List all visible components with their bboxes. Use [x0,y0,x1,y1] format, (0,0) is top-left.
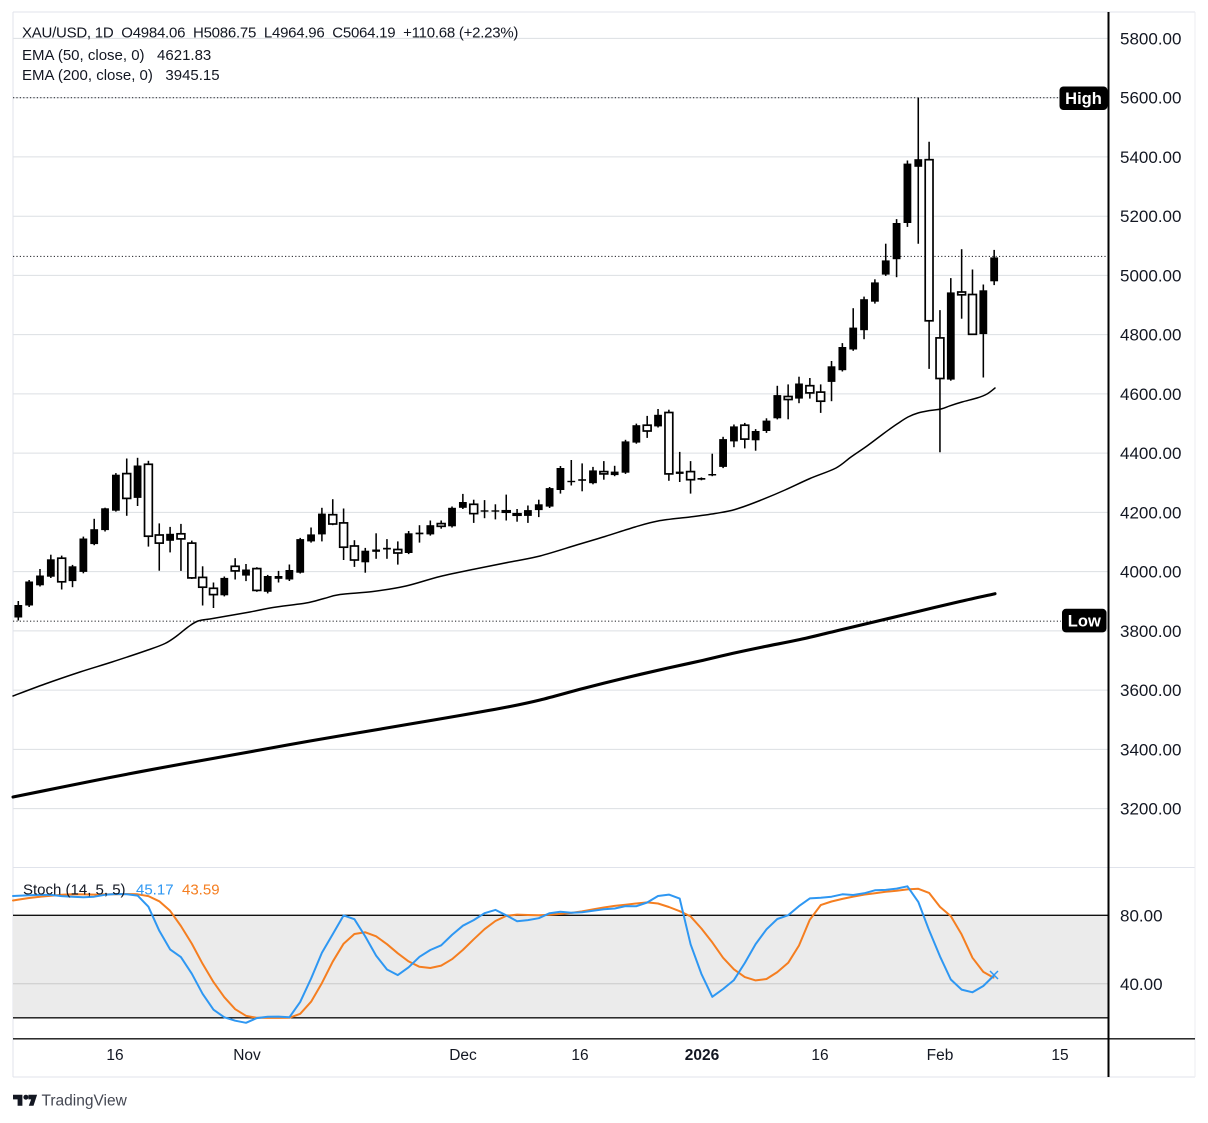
svg-text:16: 16 [106,1047,123,1064]
svg-text:2026: 2026 [685,1047,720,1064]
svg-text:45.17: 45.17 [136,882,174,899]
svg-text:5200.00: 5200.00 [1120,207,1181,226]
svg-text:3200.00: 3200.00 [1120,800,1181,819]
svg-text:Feb: Feb [927,1047,954,1064]
svg-text:Dec: Dec [449,1047,477,1064]
svg-text:High: High [1065,90,1102,108]
svg-text:40.00: 40.00 [1120,975,1163,994]
svg-text:Nov: Nov [233,1047,261,1064]
svg-text:5800.00: 5800.00 [1120,29,1181,48]
svg-text:43.59: 43.59 [182,882,220,899]
svg-text:4800.00: 4800.00 [1120,326,1181,345]
svg-text:XAU/USD, 1D O4984.06 H5086.7: XAU/USD, 1D O4984.06 H5086.75 L4964.96 C… [22,25,518,42]
svg-text:3600.00: 3600.00 [1120,681,1181,700]
svg-text:5000.00: 5000.00 [1120,266,1181,285]
svg-text:3400.00: 3400.00 [1120,740,1181,759]
svg-text:4200.00: 4200.00 [1120,503,1181,522]
svg-text:Stoch (14, 5, 5): Stoch (14, 5, 5) [23,882,126,899]
svg-text:4000.00: 4000.00 [1120,563,1181,582]
svg-text:Low: Low [1068,613,1101,631]
svg-text:80.00: 80.00 [1120,906,1163,925]
svg-text:16: 16 [811,1047,828,1064]
svg-text:5400.00: 5400.00 [1120,148,1181,167]
svg-text:TradingView: TradingView [42,1093,128,1110]
svg-text:5600.00: 5600.00 [1120,89,1181,108]
svg-text:4600.00: 4600.00 [1120,385,1181,404]
svg-text:EMA (200, close, 0) 3945.15: EMA (200, close, 0) 3945.15 [22,67,220,84]
svg-text:3800.00: 3800.00 [1120,622,1181,641]
svg-text:16: 16 [571,1047,588,1064]
svg-text:EMA (50, close, 0) 4621.83: EMA (50, close, 0) 4621.83 [22,47,211,64]
svg-text:4400.00: 4400.00 [1120,444,1181,463]
svg-text:15: 15 [1051,1047,1068,1064]
